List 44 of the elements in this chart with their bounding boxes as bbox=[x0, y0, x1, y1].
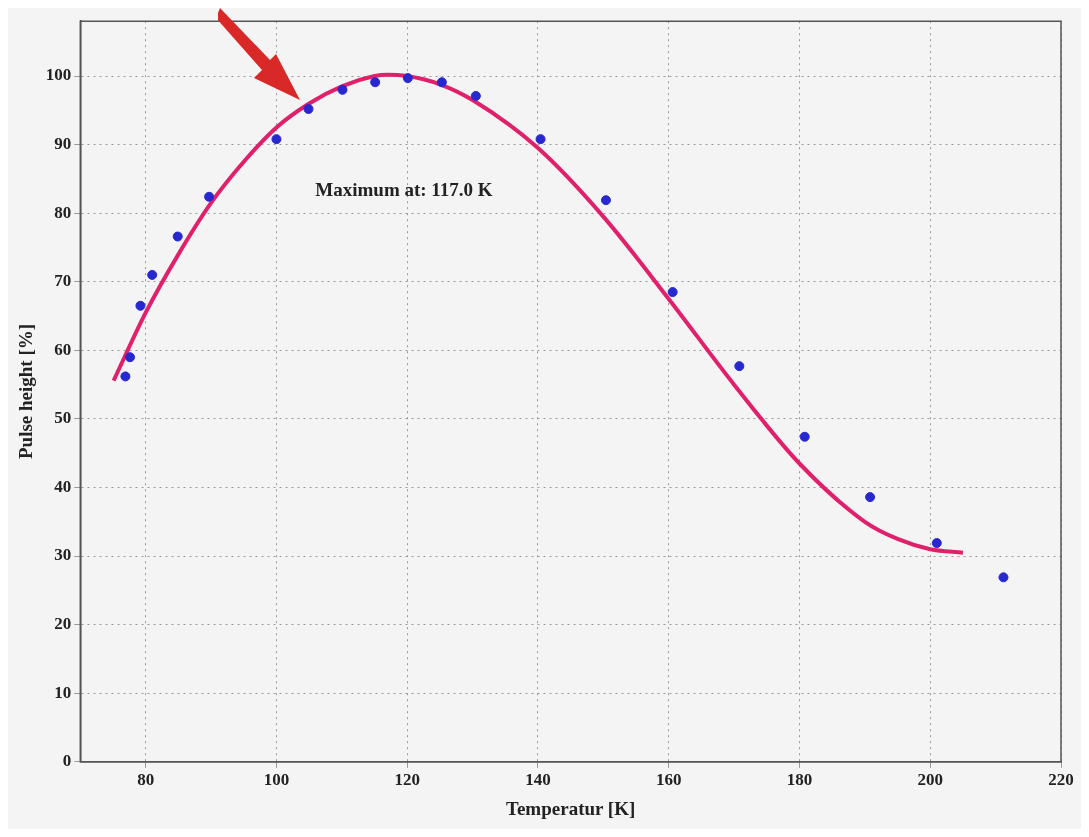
point bbox=[436, 77, 447, 88]
y-tick-label: 10 bbox=[54, 682, 72, 702]
x-tick-label: 160 bbox=[655, 770, 682, 790]
x-tick-label: 220 bbox=[1048, 770, 1074, 790]
point bbox=[865, 492, 876, 503]
x-tick-label: 80 bbox=[137, 770, 155, 790]
point bbox=[370, 77, 381, 88]
y-tick-label: 90 bbox=[54, 134, 72, 154]
point bbox=[172, 231, 183, 242]
y-tick-label: 20 bbox=[54, 614, 72, 634]
y-tick-label: 30 bbox=[54, 545, 72, 565]
y-tick-label: 80 bbox=[54, 202, 72, 222]
point bbox=[931, 538, 942, 549]
point bbox=[303, 103, 314, 114]
x-axis-title: Temperatur [K] bbox=[506, 797, 636, 819]
point bbox=[998, 572, 1009, 583]
line-series bbox=[111, 72, 965, 555]
x-tick-label: 140 bbox=[525, 770, 551, 790]
point bbox=[271, 134, 282, 145]
point bbox=[470, 90, 481, 101]
point bbox=[667, 287, 678, 298]
x-tick-label: 200 bbox=[917, 770, 943, 790]
point bbox=[120, 371, 131, 382]
point bbox=[600, 195, 611, 206]
point bbox=[734, 361, 745, 372]
point bbox=[337, 84, 348, 95]
x-tick-label: 180 bbox=[786, 770, 813, 790]
y-tick-label: 50 bbox=[54, 408, 72, 428]
point bbox=[204, 191, 215, 202]
x-tick-label: 100 bbox=[263, 770, 290, 790]
point bbox=[402, 73, 413, 84]
y-tick-label: 100 bbox=[45, 65, 72, 85]
point bbox=[135, 300, 146, 311]
point bbox=[799, 431, 810, 442]
y-tick-label: 40 bbox=[54, 476, 72, 496]
x-tick-label: 120 bbox=[394, 770, 420, 790]
y-tick-label: 0 bbox=[62, 751, 72, 771]
point bbox=[124, 352, 135, 363]
point bbox=[147, 269, 158, 280]
annotation: Maximum at: 117.0 K bbox=[315, 179, 493, 201]
y-tick-label: 70 bbox=[54, 271, 72, 291]
y-axis-title: Pulse height [%] bbox=[15, 323, 37, 460]
y-tick-label: 60 bbox=[54, 339, 72, 359]
point bbox=[535, 134, 546, 145]
